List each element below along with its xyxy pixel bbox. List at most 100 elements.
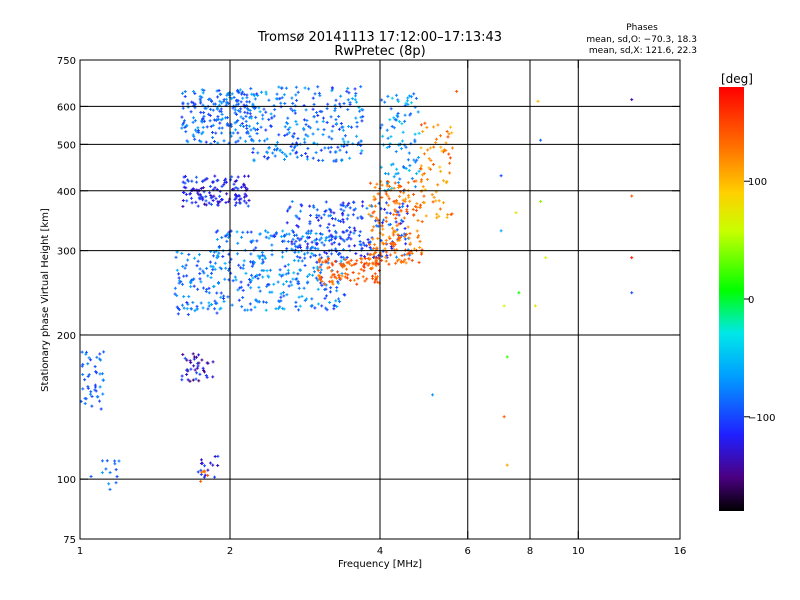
data-point: [271, 234, 275, 238]
data-point: [290, 247, 294, 251]
data-point: [395, 167, 399, 171]
data-point: [343, 134, 347, 138]
data-point: [283, 125, 287, 129]
data-point: [215, 311, 219, 315]
data-point: [186, 179, 190, 183]
data-point: [218, 307, 222, 311]
data-point: [371, 211, 375, 215]
data-point: [295, 255, 299, 259]
data-point: [204, 199, 208, 203]
data-point: [217, 89, 221, 93]
data-point: [357, 272, 361, 276]
data-point: [377, 253, 381, 257]
data-point: [281, 239, 285, 243]
data-point: [397, 185, 401, 189]
data-point: [83, 378, 87, 382]
data-point: [191, 101, 195, 105]
data-point: [316, 85, 320, 89]
data-point: [227, 233, 231, 237]
data-point: [198, 272, 202, 276]
data-point: [100, 459, 104, 463]
data-point: [293, 144, 297, 148]
data-point: [284, 86, 288, 90]
data-point: [396, 99, 400, 103]
data-point: [406, 158, 410, 162]
data-point: [400, 139, 404, 143]
data-point: [387, 197, 391, 201]
data-point: [202, 286, 206, 290]
data-point: [372, 195, 376, 199]
data-point: [199, 110, 203, 114]
data-point: [327, 214, 331, 218]
data-point: [320, 283, 324, 287]
data-point: [205, 266, 209, 270]
data-point: [403, 104, 407, 108]
data-point: [316, 302, 320, 306]
data-point: [539, 138, 543, 142]
data-point: [219, 267, 223, 271]
data-point: [339, 219, 343, 223]
data-point: [242, 259, 246, 263]
data-point: [234, 186, 238, 190]
data-point: [346, 140, 350, 144]
data-point: [317, 260, 321, 264]
data-point: [333, 259, 337, 263]
data-point: [333, 103, 337, 107]
data-point: [334, 249, 338, 253]
data-point: [352, 278, 356, 282]
data-point: [207, 291, 211, 295]
data-point: [186, 140, 190, 144]
data-point: [283, 152, 287, 156]
legend-o-stats: mean, sd,O: −70.3, 18.3: [586, 35, 697, 45]
data-point: [255, 274, 259, 278]
data-point: [183, 125, 187, 129]
data-point: [294, 239, 298, 243]
data-point: [404, 145, 408, 149]
data-point: [352, 263, 356, 267]
data-point: [374, 277, 378, 281]
data-point: [367, 262, 371, 266]
data-point: [196, 364, 200, 368]
data-point: [237, 194, 241, 198]
data-point: [379, 126, 383, 130]
data-point: [381, 218, 385, 222]
data-point: [314, 232, 318, 236]
data-point: [355, 100, 359, 104]
data-point: [338, 262, 342, 266]
data-point: [186, 378, 190, 382]
data-point: [197, 379, 201, 383]
data-point: [292, 258, 296, 262]
data-point: [352, 231, 356, 235]
data-point: [266, 274, 270, 278]
data-point: [286, 268, 290, 272]
data-point: [374, 264, 378, 268]
data-point: [212, 180, 216, 184]
data-point: [395, 255, 399, 259]
data-point: [422, 172, 426, 176]
data-point: [283, 264, 287, 268]
data-point: [380, 123, 384, 127]
data-point: [429, 159, 433, 163]
data-point: [403, 237, 407, 241]
data-point: [351, 213, 355, 217]
data-point: [353, 207, 357, 211]
data-point: [330, 269, 334, 273]
data-point: [214, 249, 218, 253]
data-point: [389, 242, 393, 246]
data-point: [419, 164, 423, 168]
data-point: [446, 135, 450, 139]
data-point: [263, 256, 267, 260]
data-point: [214, 301, 218, 305]
data-point: [339, 277, 343, 281]
data-point: [213, 299, 217, 303]
data-point: [316, 247, 320, 251]
data-point: [265, 150, 269, 154]
data-point: [330, 129, 334, 133]
data-point: [303, 140, 307, 144]
data-point: [192, 364, 196, 368]
data-point: [225, 116, 229, 120]
data-point: [234, 201, 238, 205]
data-point: [499, 229, 503, 233]
data-point: [98, 372, 102, 376]
data-point: [407, 257, 411, 261]
